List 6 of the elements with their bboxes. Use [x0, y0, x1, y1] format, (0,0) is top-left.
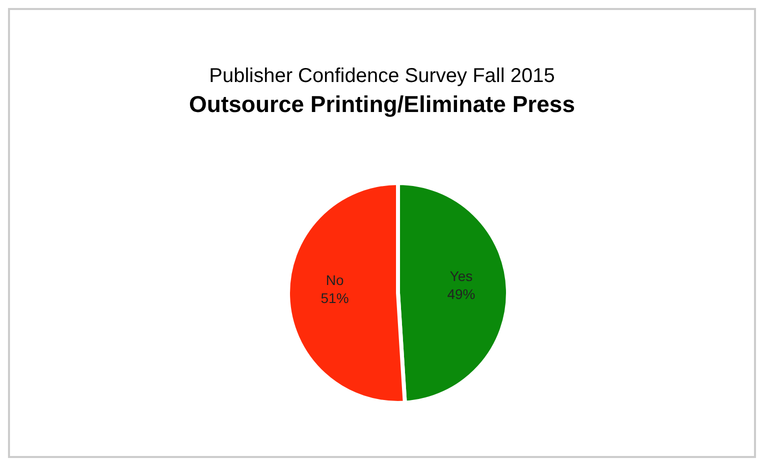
slice-label: Yes — [450, 268, 473, 284]
data-label: 49% — [447, 286, 476, 302]
slice-label: No — [326, 272, 344, 288]
data-label: 51% — [320, 290, 349, 306]
chart-subtitle: Publisher Confidence Survey Fall 2015 — [209, 65, 555, 87]
chart-title: Outsource Printing/Eliminate Press — [189, 91, 575, 117]
